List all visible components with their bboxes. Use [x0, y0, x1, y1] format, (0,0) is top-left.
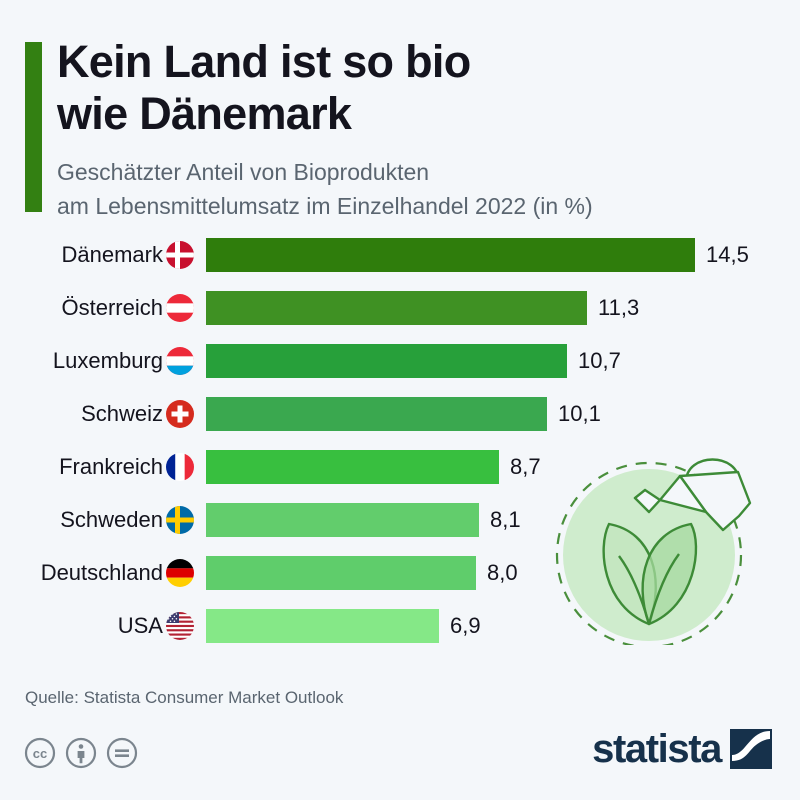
no-derivatives-icon[interactable]: [106, 737, 138, 769]
header: Kein Land ist so bio wie Dänemark Geschä…: [0, 0, 800, 228]
table-row: Luxemburg 10,7: [0, 344, 800, 378]
bar: [206, 397, 547, 431]
bar: [206, 556, 476, 590]
germany-flag-icon: [166, 559, 194, 587]
country-label: Dänemark: [61, 242, 163, 267]
title-line-1: Kein Land ist so bio: [57, 36, 471, 87]
country-label: USA: [117, 613, 163, 638]
denmark-flag-icon: [166, 241, 194, 269]
bar-value-label: 10,7: [578, 348, 621, 373]
bar-value-label: 11,3: [598, 295, 640, 320]
country-label: Schweden: [60, 507, 163, 532]
bar: [206, 609, 439, 643]
bar: [206, 450, 499, 484]
attribution-icon[interactable]: [65, 737, 97, 769]
country-label: Frankreich: [59, 454, 163, 479]
table-row: Schweiz 10,1: [0, 397, 800, 431]
source-note: Quelle: Statista Consumer Market Outlook: [25, 688, 344, 707]
bar: [206, 344, 567, 378]
table-row: USA 6,9: [0, 609, 800, 643]
country-label: Luxemburg: [52, 348, 163, 373]
france-flag-icon: [166, 453, 194, 481]
creative-commons-icon[interactable]: cc: [24, 737, 56, 769]
switzerland-flag-icon: [166, 400, 194, 428]
table-row: Österreich 11,3: [0, 291, 800, 325]
bar-value-label: 14,5: [706, 242, 749, 267]
subtitle-line-2: am Lebensmittelumsatz im Einzelhandel 20…: [57, 193, 593, 219]
bar-chart: Dänemark 14,5 Österreich 11,3 Luxemburg 10,7 S…: [0, 238, 800, 668]
bar: [206, 291, 587, 325]
title-line-2: wie Dänemark: [57, 88, 352, 139]
usa-flag-icon: [166, 612, 194, 640]
luxembourg-flag-icon: [166, 347, 194, 375]
country-label: Deutschland: [40, 560, 163, 585]
table-row: Frankreich 8,7: [0, 450, 800, 484]
svg-text:cc: cc: [33, 746, 47, 761]
country-label: Österreich: [61, 295, 163, 320]
bar-value-label: 8,7: [510, 454, 541, 479]
accent-bar: [25, 42, 42, 212]
sweden-flag-icon: [166, 506, 194, 534]
bar: [206, 238, 695, 272]
statista-logo[interactable]: statista: [592, 729, 772, 769]
bar-value-label: 10,1: [558, 401, 601, 426]
table-row: Dänemark 14,5: [0, 238, 800, 272]
page-subtitle: Geschätzter Anteil von Bioprodukten am L…: [57, 155, 767, 223]
bar-value-label: 8,1: [490, 507, 521, 532]
statista-wordmark: statista: [592, 727, 722, 771]
table-row: Deutschland 8,0: [0, 556, 800, 590]
bar-value-label: 8,0: [487, 560, 518, 585]
austria-flag-icon: [166, 294, 194, 322]
table-row: Schweden 8,1: [0, 503, 800, 537]
bar-value-label: 6,9: [450, 613, 481, 638]
page-title: Kein Land ist so bio wie Dänemark: [57, 36, 757, 140]
country-label: Schweiz: [81, 401, 163, 426]
statista-logo-mark: [730, 729, 772, 769]
subtitle-line-1: Geschätzter Anteil von Bioprodukten: [57, 159, 430, 185]
bar: [206, 503, 479, 537]
creative-commons-license: cc: [24, 737, 138, 769]
